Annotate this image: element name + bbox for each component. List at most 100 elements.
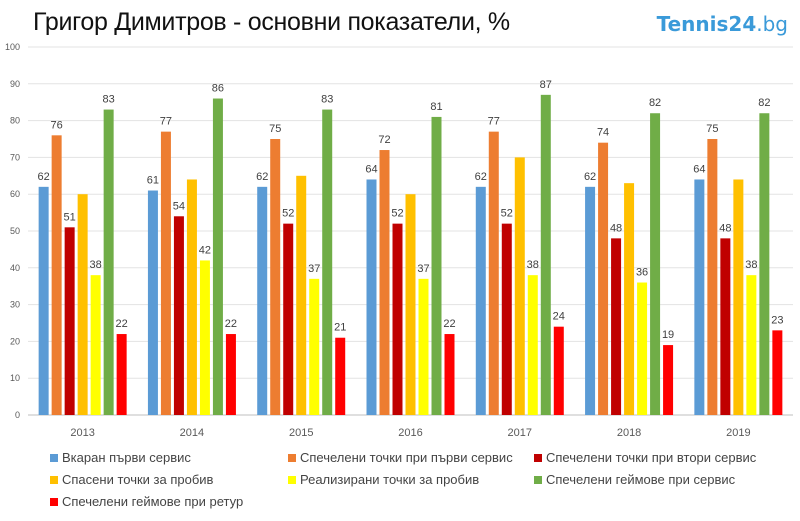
bar xyxy=(598,142,609,415)
data-label: 75 xyxy=(706,123,718,135)
y-tick-label: 40 xyxy=(10,263,20,273)
data-label: 22 xyxy=(443,318,455,330)
bar xyxy=(51,135,62,415)
bar xyxy=(553,326,564,415)
bar xyxy=(335,337,346,415)
x-tick-label: 2015 xyxy=(289,427,313,439)
y-tick-label: 30 xyxy=(10,300,20,310)
data-label: 77 xyxy=(160,116,172,128)
data-label: 48 xyxy=(719,222,731,234)
bar xyxy=(720,238,731,415)
legend-label: Спечелени точки при първи сервис xyxy=(300,450,513,465)
legend-swatch xyxy=(534,453,542,462)
bar xyxy=(38,186,49,415)
legend-item: Спасени точки за пробив xyxy=(50,472,288,487)
bar xyxy=(514,157,525,415)
y-tick-label: 50 xyxy=(10,226,20,236)
data-label: 62 xyxy=(584,171,596,183)
bar xyxy=(147,190,158,415)
bar xyxy=(225,334,236,415)
bar xyxy=(283,223,294,415)
x-tick-label: 2013 xyxy=(70,427,94,439)
data-label: 19 xyxy=(662,329,674,341)
bar xyxy=(475,186,486,415)
x-tick-label: 2018 xyxy=(617,427,641,439)
bar xyxy=(77,194,88,415)
data-label: 62 xyxy=(38,171,50,183)
bar xyxy=(90,275,101,415)
bar xyxy=(199,260,210,415)
bar xyxy=(585,186,596,415)
bar xyxy=(309,278,320,415)
bar xyxy=(694,179,705,415)
bar xyxy=(366,179,377,415)
legend-swatch xyxy=(50,497,58,506)
x-tick-label: 2019 xyxy=(726,427,750,439)
legend-item: Спечелени геймове при сервис xyxy=(534,472,784,487)
logo-suffix: .bg xyxy=(756,12,788,36)
tennis24-logo: Tennis24.bg xyxy=(657,12,788,36)
data-label: 75 xyxy=(269,123,281,135)
bar xyxy=(663,345,674,415)
data-label: 86 xyxy=(212,83,224,95)
data-label: 52 xyxy=(501,208,513,220)
y-tick-label: 0 xyxy=(15,410,20,420)
y-tick-label: 70 xyxy=(10,152,20,162)
data-label: 23 xyxy=(771,314,783,326)
legend-item: Спечелени точки при първи сервис xyxy=(288,450,534,465)
bar xyxy=(257,186,268,415)
data-label: 51 xyxy=(64,211,76,223)
data-label: 62 xyxy=(475,171,487,183)
bar xyxy=(418,278,429,415)
legend-item: Спечелени геймове при ретур xyxy=(50,494,288,509)
legend-label: Реализирани точки за пробив xyxy=(300,472,480,487)
data-label: 87 xyxy=(540,79,552,91)
legend-swatch xyxy=(288,475,296,484)
chart-title: Григор Димитров - основни показатели, % xyxy=(33,8,510,36)
legend-swatch xyxy=(534,475,542,484)
data-label: 21 xyxy=(334,322,346,334)
bar xyxy=(444,334,455,415)
data-label: 22 xyxy=(116,318,128,330)
data-label: 72 xyxy=(378,134,390,146)
legend-label: Спечелени точки при втори сервис xyxy=(546,450,757,465)
data-label: 38 xyxy=(745,259,757,271)
x-tick-label: 2016 xyxy=(398,427,422,439)
bar xyxy=(270,139,281,415)
data-label: 77 xyxy=(488,116,500,128)
data-label: 52 xyxy=(282,208,294,220)
bar xyxy=(501,223,512,415)
data-label: 54 xyxy=(173,200,185,212)
y-tick-label: 80 xyxy=(10,116,20,126)
legend-item: Реализирани точки за пробив xyxy=(288,472,534,487)
x-tick-label: 2017 xyxy=(508,427,532,439)
bar xyxy=(488,131,499,415)
bar xyxy=(379,150,390,416)
bar xyxy=(707,139,718,415)
data-label: 22 xyxy=(225,318,237,330)
bar xyxy=(746,275,757,415)
logo-main: Tennis24 xyxy=(656,12,757,36)
bar xyxy=(392,223,403,415)
legend-swatch xyxy=(50,453,58,462)
data-label: 52 xyxy=(391,208,403,220)
legend-label: Вкаран първи сервис xyxy=(62,450,191,465)
bar xyxy=(322,109,333,415)
legend-label: Спечелени геймове при ретур xyxy=(62,494,244,509)
y-tick-label: 60 xyxy=(10,189,20,199)
bar xyxy=(103,109,114,415)
data-label: 36 xyxy=(636,267,648,279)
data-label: 74 xyxy=(597,127,609,139)
data-label: 64 xyxy=(693,163,705,175)
bar xyxy=(160,131,171,415)
data-label: 82 xyxy=(758,97,770,109)
legend-label: Спечелени геймове при сервис xyxy=(546,472,736,487)
bar xyxy=(296,175,307,415)
legend-label: Спасени точки за пробив xyxy=(62,472,214,487)
legend-item: Спечелени точки при втори сервис xyxy=(534,450,784,465)
bar xyxy=(624,183,635,415)
data-label: 37 xyxy=(417,263,429,275)
bar xyxy=(759,113,770,416)
data-label: 48 xyxy=(610,222,622,234)
data-label: 24 xyxy=(553,311,565,323)
